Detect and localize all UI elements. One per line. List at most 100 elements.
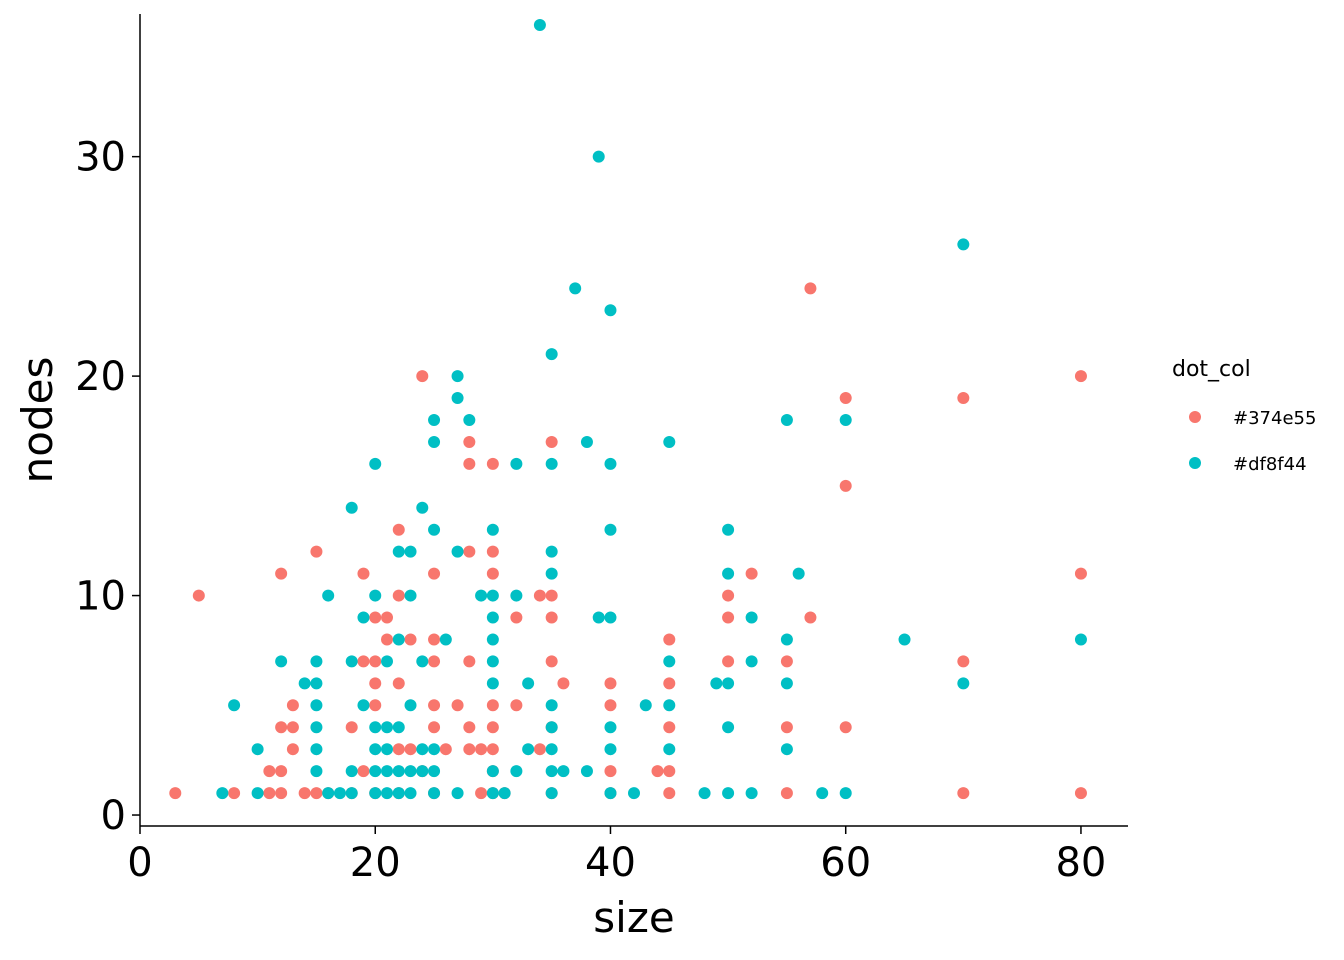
- data-point: [839, 392, 852, 405]
- data-point: [545, 567, 558, 580]
- data-point: [780, 655, 793, 668]
- data-point: [486, 699, 499, 712]
- data-point: [263, 787, 276, 800]
- y-tick-label: 10: [75, 574, 126, 620]
- data-point: [310, 765, 323, 778]
- data-point: [369, 611, 382, 624]
- data-point: [780, 414, 793, 426]
- data-point: [228, 787, 241, 800]
- data-point: [428, 523, 441, 536]
- data-point: [957, 787, 970, 800]
- legend-label-374e55: #374e55: [1233, 408, 1316, 429]
- data-point: [369, 589, 382, 602]
- data-point: [381, 765, 393, 778]
- data-point: [404, 699, 417, 712]
- data-point: [404, 765, 417, 778]
- data-point: [251, 787, 264, 800]
- data-point: [286, 699, 299, 712]
- data-point: [439, 633, 452, 646]
- data-point: [651, 765, 664, 778]
- x-tick-label: 80: [1055, 840, 1106, 886]
- data-point: [545, 743, 558, 756]
- data-point: [486, 787, 499, 800]
- y-tick-label: 30: [75, 135, 126, 181]
- data-point: [428, 633, 441, 646]
- data-point: [604, 677, 617, 690]
- data-point: [357, 655, 370, 668]
- data-point: [839, 787, 852, 800]
- x-tick-label: 60: [820, 840, 871, 886]
- data-point: [416, 655, 429, 668]
- data-point: [322, 787, 335, 800]
- data-point: [463, 435, 476, 448]
- data-point: [310, 743, 323, 756]
- data-point: [580, 765, 593, 778]
- data-point: [475, 787, 488, 800]
- data-point: [345, 787, 358, 800]
- data-point: [510, 611, 523, 624]
- data-point: [780, 721, 793, 734]
- data-point: [663, 787, 676, 800]
- data-point: [663, 721, 676, 734]
- data-point: [580, 435, 593, 448]
- data-point: [1074, 633, 1087, 646]
- data-point: [404, 787, 417, 800]
- x-tick-label: 40: [585, 840, 636, 886]
- data-point: [522, 743, 535, 756]
- data-point: [463, 414, 476, 426]
- data-point: [1074, 787, 1087, 800]
- data-point: [428, 567, 441, 580]
- data-point: [663, 743, 676, 756]
- data-point: [604, 611, 617, 624]
- data-point: [404, 545, 417, 558]
- data-point: [310, 655, 323, 668]
- data-point: [298, 677, 311, 690]
- data-point: [745, 655, 758, 668]
- data-point: [357, 765, 370, 778]
- data-point: [1074, 567, 1087, 580]
- y-axis-title: nodes: [13, 357, 62, 484]
- data-point: [698, 787, 711, 800]
- data-point: [604, 523, 617, 536]
- data-point: [663, 699, 676, 712]
- data-point: [310, 721, 323, 734]
- data-point: [275, 765, 288, 778]
- data-point: [663, 677, 676, 690]
- data-point: [275, 721, 288, 734]
- data-point: [428, 743, 441, 756]
- data-point: [663, 435, 676, 448]
- data-point: [722, 611, 735, 624]
- data-point: [533, 589, 546, 602]
- data-point: [604, 304, 617, 317]
- data-point: [722, 655, 735, 668]
- data-point: [451, 370, 464, 383]
- data-point: [251, 743, 264, 756]
- data-point: [404, 633, 417, 646]
- x-ticks: 0 20 40 60 80: [127, 826, 1106, 886]
- data-point: [510, 765, 523, 778]
- data-point: [545, 787, 558, 800]
- data-point: [357, 611, 370, 624]
- data-point: [381, 655, 393, 668]
- data-point: [298, 787, 311, 800]
- data-point: [463, 655, 476, 668]
- data-point: [486, 567, 499, 580]
- data-point: [428, 414, 441, 426]
- data-point: [486, 721, 499, 734]
- data-point: [392, 677, 405, 690]
- data-point: [381, 633, 393, 646]
- data-point: [604, 787, 617, 800]
- data-point: [604, 721, 617, 734]
- data-point: [381, 611, 393, 624]
- data-point: [369, 721, 382, 734]
- data-point: [898, 633, 911, 646]
- legend-label-df8f44: #df8f44: [1233, 454, 1307, 475]
- data-point: [416, 370, 429, 383]
- data-point: [345, 655, 358, 668]
- data-point: [663, 765, 676, 778]
- data-point: [369, 457, 382, 470]
- data-point: [486, 677, 499, 690]
- data-point: [545, 348, 558, 361]
- data-point: [475, 589, 488, 602]
- data-point: [416, 743, 429, 756]
